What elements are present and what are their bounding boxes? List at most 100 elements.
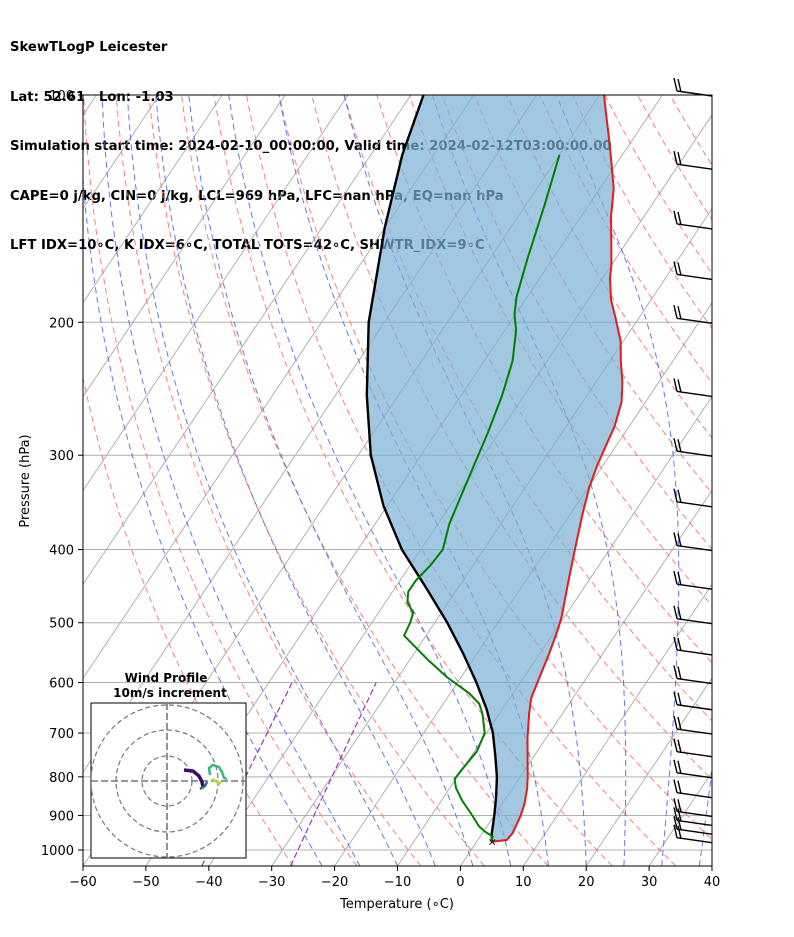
wind-barb (673, 605, 713, 625)
wind-barb (673, 151, 713, 170)
moist-adiabat-line (556, 95, 680, 866)
wind-barb-flag (673, 210, 678, 225)
moist-adiabat-line (126, 95, 398, 866)
wind-barb-flag (677, 799, 682, 813)
wind-barb-flag (677, 760, 682, 774)
wind-barb-flag (673, 824, 678, 838)
wind-barb-flag (673, 715, 678, 730)
cin-shaded-area (366, 95, 623, 842)
wind-barb-staff (676, 792, 713, 799)
dewpoint-line (402, 154, 561, 842)
hodograph-trace-mid (199, 781, 209, 791)
wind-barb-flag (673, 636, 678, 651)
wind-barb-staff (676, 317, 713, 324)
moist-adiabat-line (83, 172, 323, 866)
wind-barb (673, 807, 713, 827)
moist-adiabat-line (101, 95, 361, 866)
wind-barb-flag (673, 261, 678, 275)
wind-barb-flag (677, 262, 682, 276)
wind-barb-staff (676, 750, 713, 758)
y-axis-label: Pressure (hPa) (18, 434, 33, 527)
wind-barb-flag (673, 798, 678, 812)
wind-barb (673, 261, 713, 281)
wind-barb-flag (677, 716, 682, 731)
moist-adiabat-line (188, 95, 474, 866)
cape-fill-layer (366, 95, 623, 842)
wind-barb (673, 636, 713, 656)
wind-barb (673, 715, 713, 735)
wind-barb (673, 378, 713, 398)
wind-barb-flag (673, 488, 678, 502)
wind-barb-flag (677, 606, 682, 620)
wind-barb (673, 571, 713, 590)
wind-barb-staff (676, 390, 713, 398)
wind-barb-staff (676, 810, 713, 818)
wind-barb-staff (676, 649, 713, 656)
wind-barb-flag (677, 489, 682, 503)
x-tick-label: 30 (641, 875, 658, 890)
dry-adiabat-line (343, 95, 712, 722)
y-tick-label: 800 (49, 771, 74, 786)
wind-barb (673, 738, 713, 758)
wind-barb-flag (673, 759, 678, 773)
mixing-ratio-line (290, 682, 377, 866)
wind-barb-flag (677, 637, 682, 652)
wind-barb-flag (673, 532, 678, 546)
wind-barb-flag (677, 211, 682, 226)
moist-adiabat-line (155, 95, 436, 866)
location-coordinates: Lat: 52.61 Lon: -1.03 (10, 89, 174, 105)
wind-barb-flag (673, 738, 678, 752)
hodograph-subtitle: 10m/s increment (113, 686, 227, 700)
wind-barb (673, 305, 713, 324)
hodograph-trace-upper (207, 763, 228, 781)
isotherm-line (334, 301, 712, 866)
dry-adiabat-line (637, 95, 712, 221)
x-tick-label: −40 (195, 875, 222, 890)
y-tick-label: 100 (49, 89, 74, 104)
wind-barb-flag (677, 817, 682, 831)
wind-barb (673, 824, 713, 844)
wind-barb-flag (673, 665, 678, 679)
y-axis-ticks: 100 200 300 400 500 600 700 800 900 1000 (41, 89, 83, 859)
isotherm-line (83, 95, 412, 586)
wind-barb-staff (676, 772, 713, 779)
wind-barb (673, 816, 713, 835)
wind-barb-flag (673, 305, 678, 319)
wind-barb (673, 665, 713, 685)
wind-barb-staff (676, 273, 713, 281)
wind-barb-flag (673, 77, 678, 92)
isotherm-line (83, 95, 223, 304)
hodograph-trace-top (211, 777, 222, 786)
wind-barb-staff (676, 450, 713, 457)
wind-barb (673, 691, 713, 711)
wind-barb (673, 798, 713, 818)
wind-barb-flag (677, 306, 682, 320)
wind-barb-flag (677, 439, 682, 453)
dry-adiabat-line (669, 95, 712, 166)
x-tick-label: 0 (456, 875, 464, 890)
hodograph-rings (91, 703, 246, 858)
wind-barb-staff (676, 828, 713, 835)
wind-barb-flag (673, 378, 678, 392)
wind-barb-staff (676, 544, 713, 552)
y-tick-label: 1000 (41, 844, 74, 859)
wind-barb-flag (673, 779, 678, 793)
hodograph-title: Wind Profile (125, 671, 208, 685)
isotherm-line (83, 95, 349, 492)
wind-barb-flag (677, 692, 682, 706)
wind-barb (673, 210, 713, 230)
wind-barb-staff (676, 501, 713, 508)
x-tick-label: −50 (132, 875, 159, 890)
wind-barb-flag (677, 152, 682, 166)
dry-adiabat-line (506, 95, 712, 439)
x-tick-label: 20 (578, 875, 595, 890)
y-tick-label: 500 (49, 617, 74, 632)
wind-barb-staff (676, 704, 713, 711)
moist-adiabat-line (431, 95, 627, 866)
wind-barb (673, 779, 713, 799)
temperature-line (491, 95, 624, 843)
wind-barb-staff (676, 223, 713, 230)
y-tick-label: 400 (49, 544, 74, 559)
isotherm-line (460, 489, 712, 866)
dry-adiabat-line (83, 375, 294, 866)
